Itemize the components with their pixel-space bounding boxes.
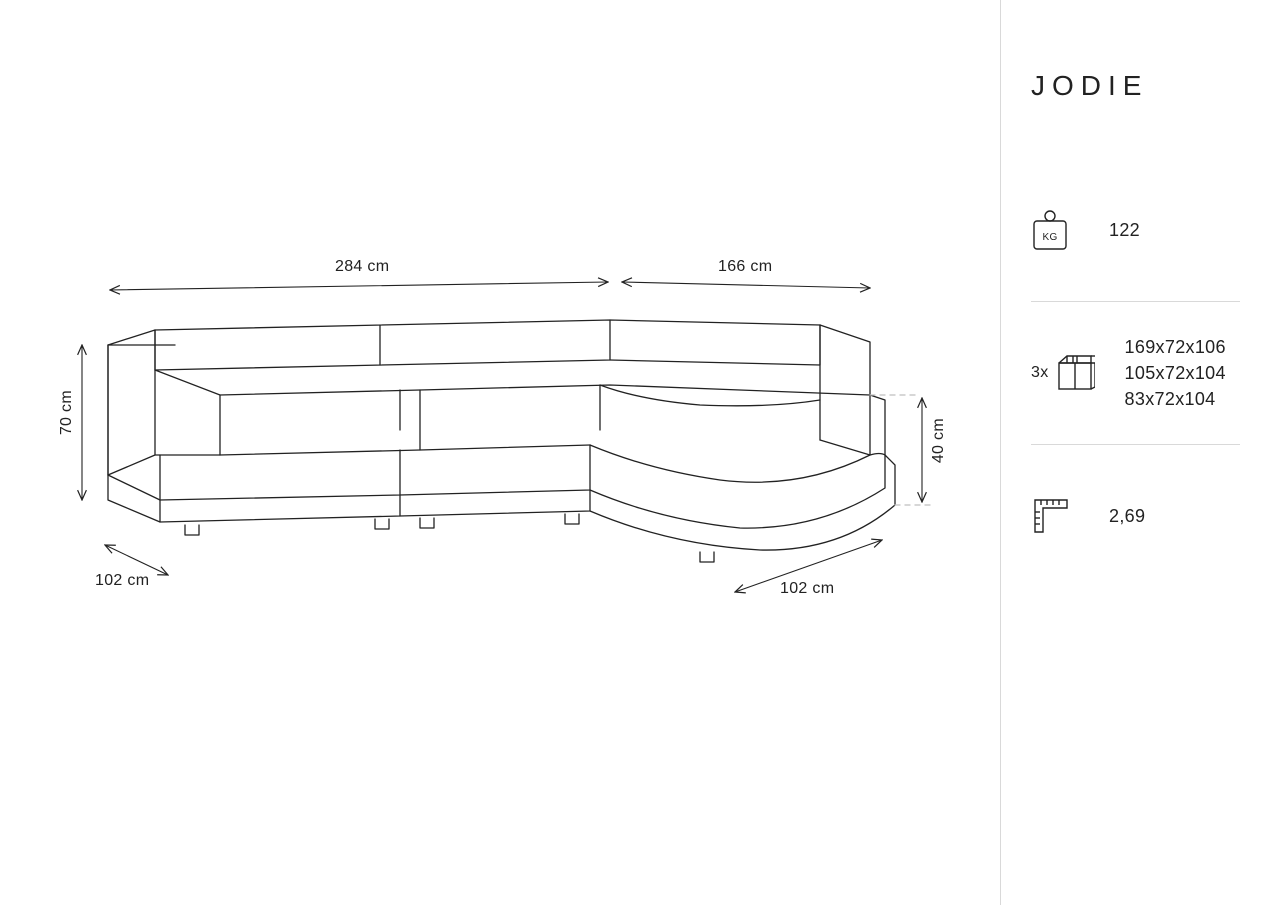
product-title: JODIE (1031, 70, 1240, 102)
technical-drawing: 284 cm 166 cm 70 cm 40 cm 102 cm 102 cm (0, 0, 1000, 905)
spec-weight: KG 122 (1031, 192, 1240, 302)
sofa-outline (108, 320, 895, 562)
spec-volume: 2,69 (1031, 477, 1240, 587)
spec-panel: JODIE KG 122 3x (1000, 0, 1280, 905)
label-height: 70 cm (58, 390, 76, 435)
package-count: 3x (1031, 364, 1049, 382)
dim-depth-left (105, 545, 168, 575)
dim-width-chaise (622, 282, 870, 288)
label-width-chaise: 166 cm (718, 258, 772, 276)
label-width-main: 284 cm (335, 258, 389, 276)
label-depth-right: 102 cm (780, 580, 834, 598)
ruler-icon (1031, 496, 1081, 536)
volume-value: 2,69 (1109, 503, 1145, 529)
weight-icon: KG (1031, 209, 1081, 253)
spec-packages: 3x (1031, 334, 1240, 445)
label-seat-height: 40 cm (930, 418, 948, 463)
dim-width-main (110, 282, 608, 290)
package-dims: 169x72x106 105x72x104 83x72x104 (1125, 334, 1226, 412)
package-icon (1055, 353, 1097, 393)
weight-icon-label: KG (1042, 232, 1057, 243)
weight-value: 122 (1109, 217, 1140, 243)
label-depth-left: 102 cm (95, 572, 149, 590)
